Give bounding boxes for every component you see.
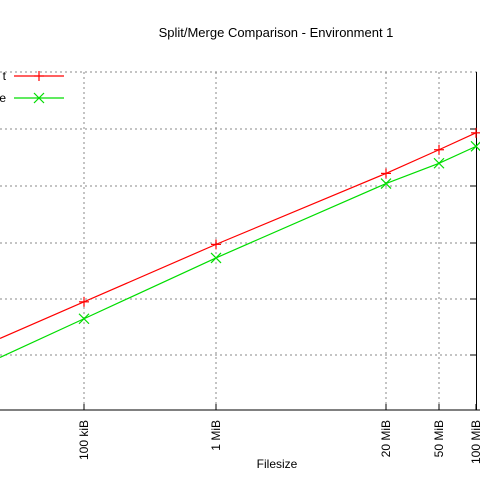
legend-label: t [3, 69, 7, 83]
series-point [78, 313, 90, 325]
series-1 [0, 140, 480, 359]
legend-label: e [0, 91, 6, 105]
series-line [0, 145, 477, 359]
series-0 [0, 127, 480, 339]
chart-title: Split/Merge Comparison - Environment 1 [159, 25, 394, 40]
legend-marker [33, 92, 45, 104]
x-tick-label: 100 MiB [469, 420, 480, 464]
grid [0, 71, 478, 410]
legend: te [0, 69, 64, 105]
axes [0, 72, 480, 411]
x-tick-label: 20 MiB [379, 420, 393, 457]
x-tick-label: 50 MiB [432, 420, 446, 457]
series-point [380, 178, 392, 189]
series-line [0, 132, 477, 339]
x-ticks: 100 kiB 1 MiB 20 MiB 50 MiB 100 MiB [77, 404, 480, 464]
series-layer [0, 127, 480, 359]
x-tick-label: 100 kiB [77, 420, 91, 460]
x-tick-label: 1 MiB [209, 420, 223, 451]
series-point [210, 252, 222, 264]
x-axis-label: Filesize [257, 457, 298, 471]
series-point [470, 141, 480, 152]
series-point [433, 157, 445, 169]
